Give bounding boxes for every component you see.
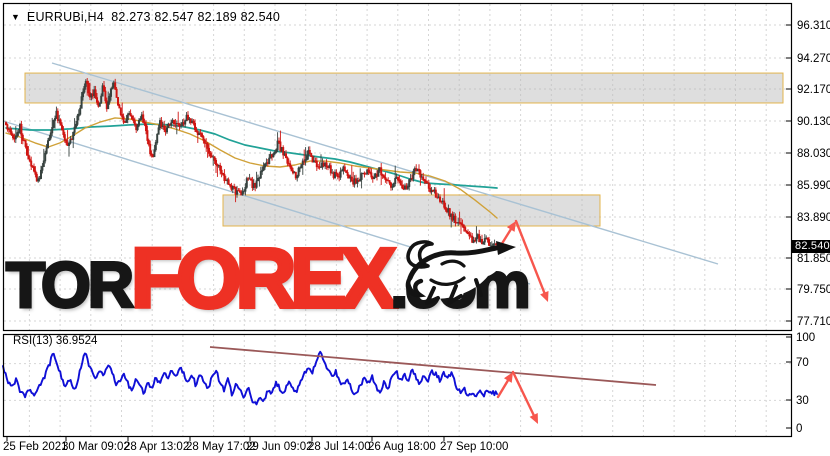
price-axis-label: 96.310: [797, 20, 830, 32]
rsi-arrow-0-head: [503, 372, 513, 383]
rsi-level-label: 100: [796, 332, 815, 344]
bull-back: [407, 245, 499, 281]
price-axis-label: 94.270: [797, 53, 830, 65]
time-axis-label: 30 Mar 09:02: [62, 441, 130, 453]
rsi-line: [2, 350, 498, 406]
supply-zone: [222, 194, 601, 227]
bull-detail: [429, 259, 466, 286]
rsi-trendline: [209, 346, 657, 386]
rsi-panel-border: [2, 333, 793, 438]
price-axis-label: 85.990: [797, 180, 830, 192]
logo-text-tor: TOR: [5, 248, 136, 323]
rsi-level-label: 0: [796, 423, 802, 435]
time-axis-label: 28 Apr 13:02: [124, 441, 189, 453]
forecast-arrow-1-line: [514, 219, 546, 294]
supply-zone: [24, 72, 784, 104]
current-price-tag: 82.540: [792, 240, 830, 253]
price-axis-label: 88.030: [797, 148, 830, 160]
main-panel-border: [2, 2, 793, 332]
bull-icon: [405, 240, 516, 305]
symbol-ohlc-text: EURRUBi,H4 82.273 82.547 82.189 82.540: [26, 10, 281, 24]
price-axis-label: 77.710: [797, 316, 830, 328]
rsi-indicator-label: RSI(13) 36.9524: [13, 335, 98, 347]
chart-title-row: ▼ EURRUBi,H4 82.273 82.547 82.189 82.540: [11, 10, 280, 24]
bull-head: [405, 275, 427, 298]
symbol-dropdown-icon[interactable]: ▼: [11, 11, 20, 22]
price-axis-label: 90.130: [797, 116, 830, 128]
price-axis-label: 83.890: [797, 212, 830, 224]
price-axis-label: 92.170: [797, 84, 830, 96]
time-axis-label: 25 Feb 2021: [3, 441, 68, 453]
forecast-arrow-0-head: [506, 221, 516, 232]
time-axis-label: 28 May 17:02: [186, 441, 256, 453]
logo-text-forex: FOREX: [129, 231, 398, 325]
time-axis-label: 28 Jul 14:00: [308, 441, 371, 453]
rsi-arrow-1-line: [511, 370, 535, 417]
time-axis-label: 27 Sep 10:00: [440, 441, 508, 453]
rsi-arrow-1-head: [529, 413, 538, 424]
price-axis-label: 79.750: [797, 284, 830, 296]
rsi-level-label: 70: [796, 357, 809, 369]
rsi-level-label: 30: [796, 395, 809, 407]
bull-legs: [425, 278, 483, 305]
time-axis-label: 29 Jun 09:02: [246, 441, 313, 453]
bull-tail-arrow: [496, 241, 516, 255]
price-axis-label: 81.850: [797, 253, 830, 265]
channel-trendline: [51, 62, 719, 265]
rsi-arrow-0-line: [496, 379, 510, 399]
time-axis-label: 26 Aug 18:00: [368, 441, 436, 453]
forecast-arrow-1-head: [540, 291, 549, 302]
